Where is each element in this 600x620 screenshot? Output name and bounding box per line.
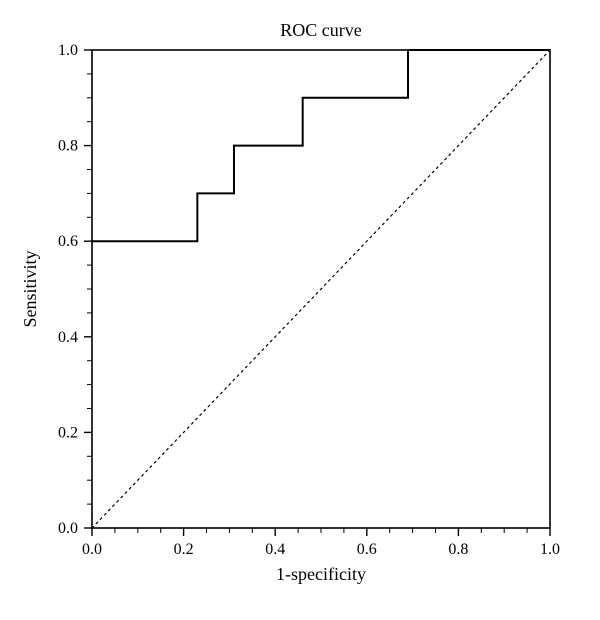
x-tick-label: 0.8 bbox=[448, 541, 468, 558]
x-tick-label: 0.4 bbox=[265, 541, 285, 558]
y-tick-label: 1.0 bbox=[58, 42, 78, 59]
x-tick-label: 1.0 bbox=[540, 541, 560, 558]
y-tick-label: 0.6 bbox=[58, 233, 78, 250]
y-tick-label: 0.2 bbox=[58, 424, 78, 441]
x-tick-label: 0.2 bbox=[174, 541, 194, 558]
y-tick-label: 0.4 bbox=[58, 329, 78, 346]
chart-title: ROC curve bbox=[280, 20, 361, 40]
chart-bg bbox=[0, 0, 600, 620]
y-axis-label: Sensitivity bbox=[20, 250, 40, 327]
x-axis-label: 1-specificity bbox=[276, 564, 366, 584]
roc-chart: 0.0 0.2 0.4 0.6 0.8 1.0 0.0 0.2 0.4 0.6 0.8 1.0 ROC … bbox=[0, 0, 600, 620]
y-tick-label: 0.0 bbox=[58, 520, 78, 537]
x-tick-label: 0.0 bbox=[82, 541, 102, 558]
y-tick-label: 0.8 bbox=[58, 138, 78, 155]
x-tick-label: 0.6 bbox=[357, 541, 377, 558]
